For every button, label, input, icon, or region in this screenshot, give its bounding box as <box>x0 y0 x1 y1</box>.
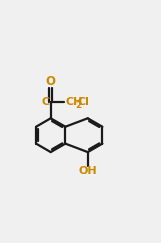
Text: OH: OH <box>78 166 97 176</box>
Text: CH: CH <box>65 97 83 107</box>
Text: C: C <box>42 97 50 107</box>
Text: O: O <box>46 75 56 87</box>
Text: Cl: Cl <box>77 97 89 107</box>
Text: 2: 2 <box>75 101 81 110</box>
